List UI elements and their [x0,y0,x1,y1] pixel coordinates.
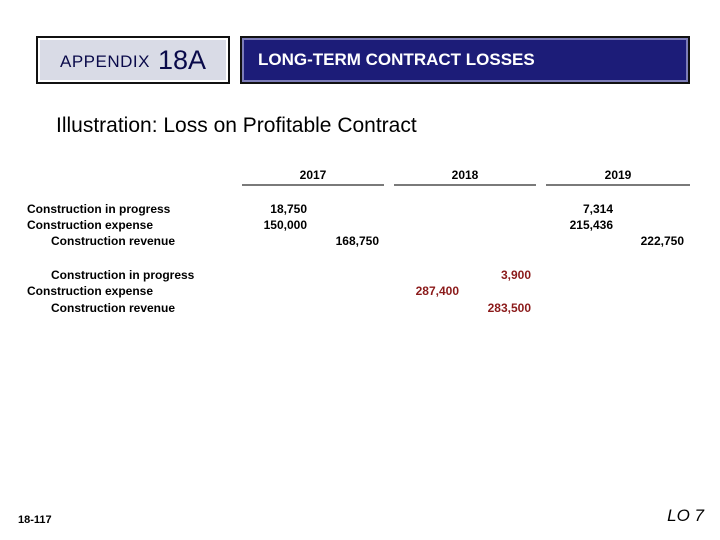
label-cip-1: Construction in progress [27,202,171,216]
year-header-2019: 2019 [546,168,690,186]
illustration-subtitle: Illustration: Loss on Profitable Contrac… [56,114,417,138]
amount-2017-expense: 150,000 [263,218,307,232]
amount-2019-expense: 215,436 [569,218,613,232]
slide-title: LONG-TERM CONTRACT LOSSES [240,36,690,84]
amount-2018-cip: 3,900 [500,268,531,282]
appendix-word: APPENDIX [59,52,150,71]
label-cip-2: Construction in progress [51,268,195,282]
year-header-2018: 2018 [394,168,536,186]
year-header-2017: 2017 [242,168,384,186]
label-expense-1: Construction expense [27,218,154,232]
learning-objective: LO 7 [667,506,704,525]
page-number: 18-117 [18,514,52,526]
amount-2017-cip: 18,750 [270,202,307,216]
label-revenue-2: Construction revenue [51,301,176,315]
label-expense-2: Construction expense [27,284,154,298]
label-revenue-1: Construction revenue [51,234,176,248]
amount-2019-revenue: 222,750 [640,234,684,248]
amount-2017-revenue: 168,750 [335,234,379,248]
subtitle-rest: Loss on Profitable Contract [157,114,417,137]
appendix-label: APPENDIX 18A [36,36,230,84]
amount-2018-revenue: 283,500 [487,301,531,315]
amount-2019-cip: 7,314 [582,202,613,216]
appendix-number: 18A [157,44,207,75]
amount-2018-expense: 287,400 [415,284,459,298]
subtitle-lead: Illustration: [56,114,158,137]
